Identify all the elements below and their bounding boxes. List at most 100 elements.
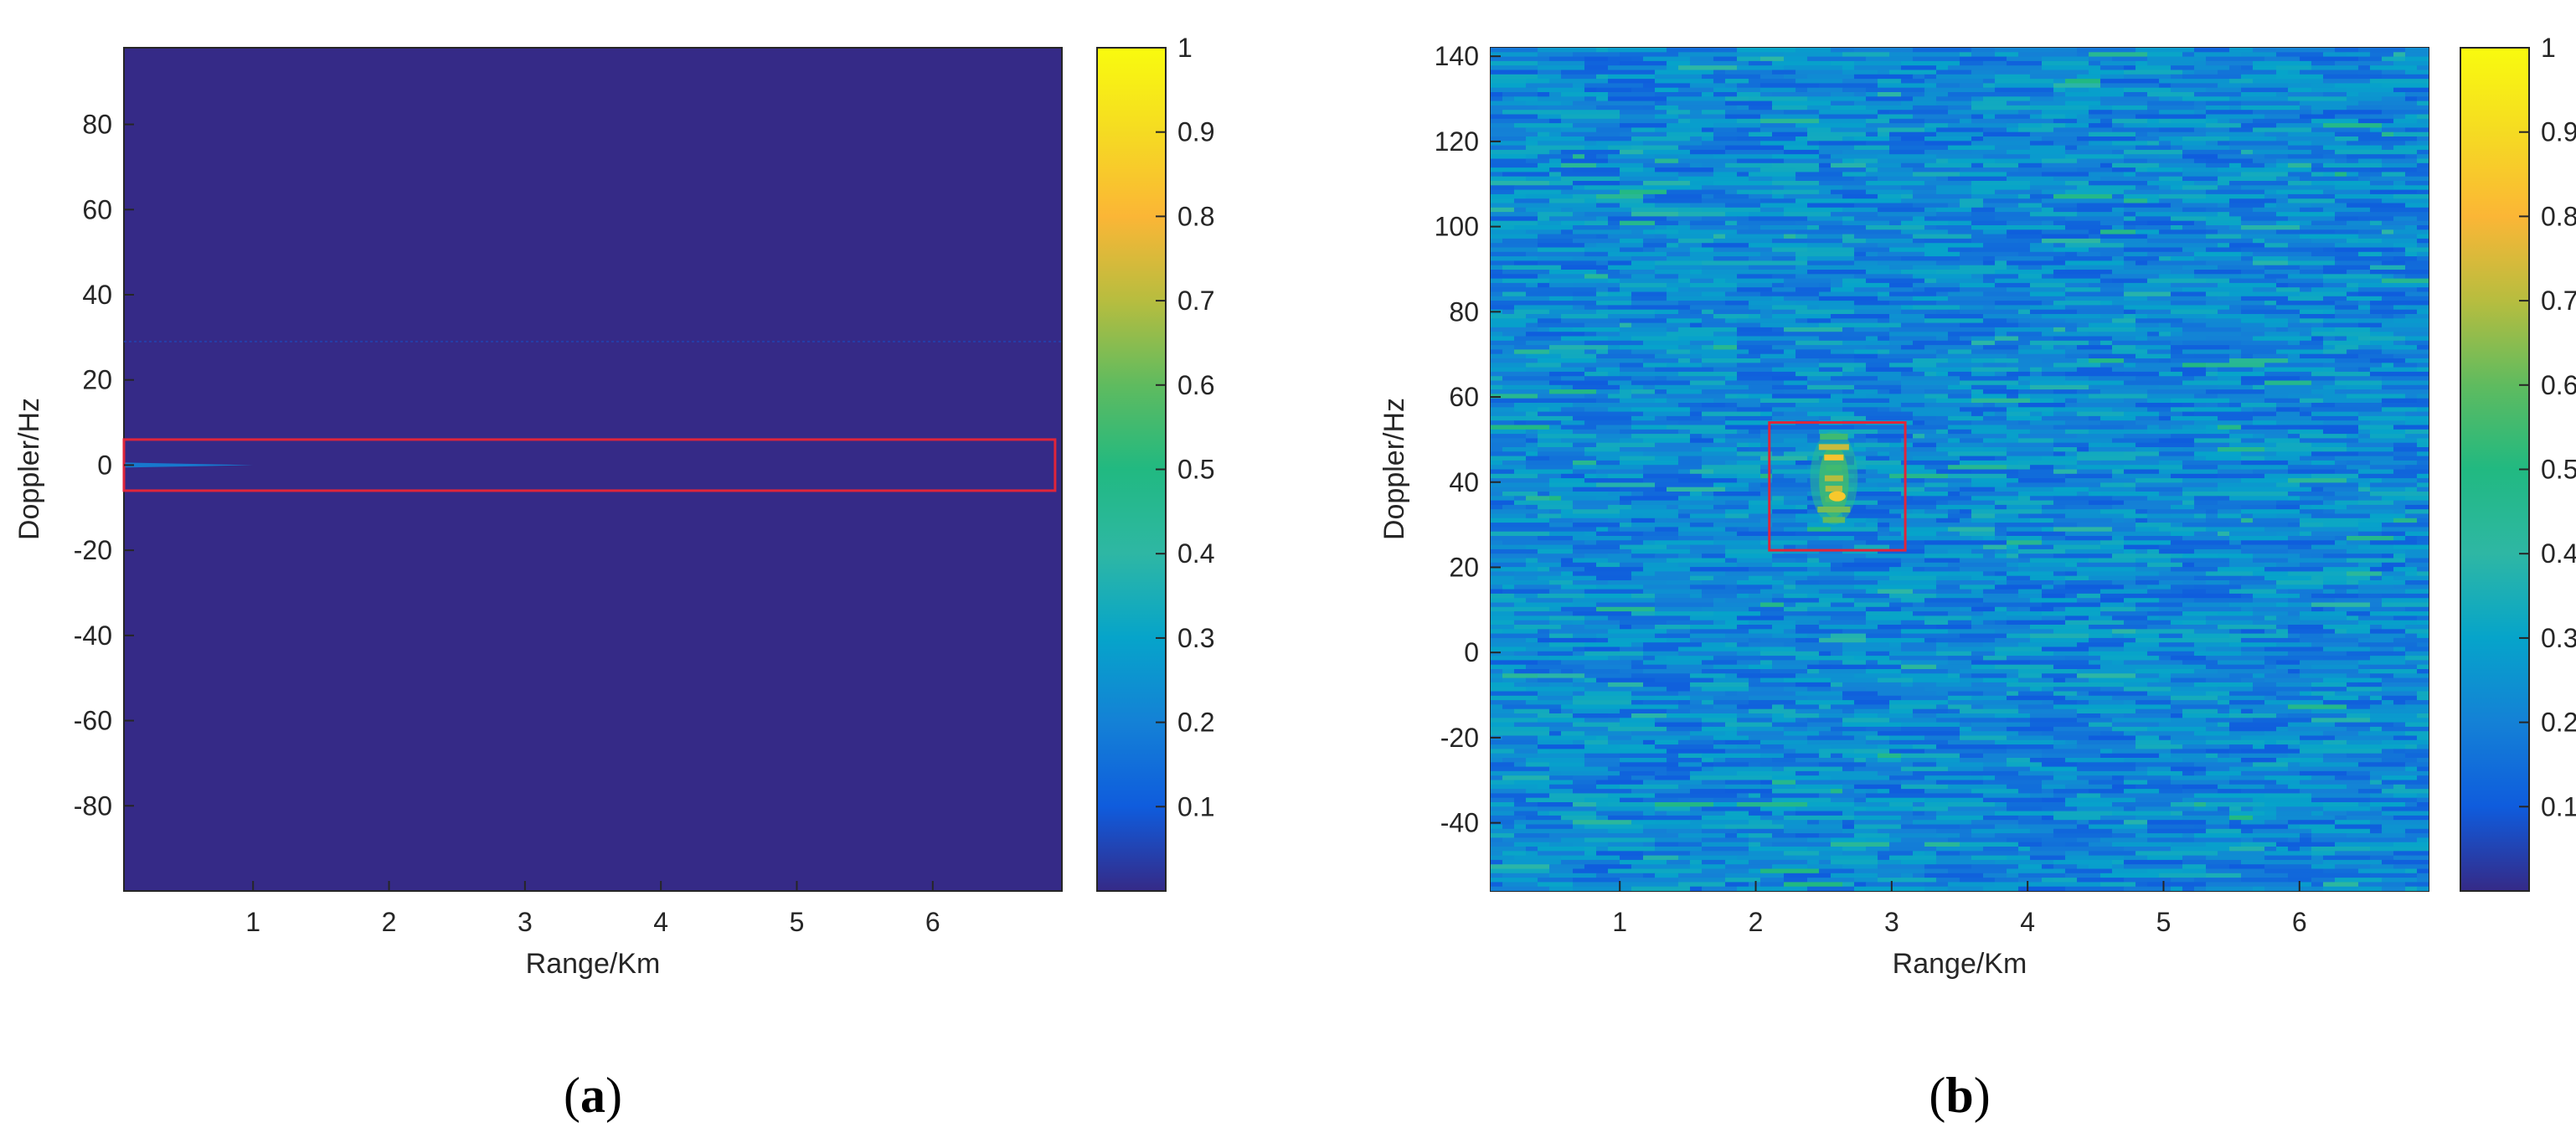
noise-cell (1960, 633, 2007, 639)
noise-cell (1713, 398, 1761, 404)
noise-cell (2053, 811, 2113, 816)
noise-cell (1737, 403, 1761, 408)
noise-cell (2358, 531, 2383, 537)
noise-cell (1702, 718, 1738, 723)
noise-cell (2077, 695, 2113, 701)
noise-cell (2405, 802, 2418, 807)
noise-cell (2182, 74, 2242, 80)
noise-cell (2171, 513, 2195, 519)
noise-cell (2147, 100, 2195, 106)
noise-cell (1960, 758, 2007, 763)
noise-cell (1573, 775, 1609, 781)
noise-cell (1655, 593, 1691, 599)
noise-cell (2077, 322, 2089, 328)
noise-cell (2194, 824, 2207, 830)
noise-cell (1502, 664, 1527, 670)
noise-cell (2311, 336, 2324, 342)
noise-cell (2311, 602, 2371, 608)
noise-cell (1702, 415, 1726, 421)
noise-cell (1526, 314, 1562, 319)
noise-cell (1549, 380, 1609, 386)
noise-cell (2124, 602, 2136, 608)
noise-cell (1807, 411, 1855, 417)
noise-cell (1702, 842, 1749, 847)
noise-cell (1784, 363, 1820, 368)
noise-cell (1831, 162, 1867, 168)
noise-cell (1678, 176, 1703, 182)
noise-cell (2007, 806, 2043, 812)
colorbar-tick-label-a: 0.8 (1177, 201, 1214, 231)
noise-cell (2382, 398, 2418, 404)
noise-cell (2124, 398, 2148, 404)
noise-cell (2194, 251, 2242, 257)
noise-cell (1643, 167, 1656, 173)
noise-cell (1971, 193, 2019, 199)
noise-cell (2393, 193, 2429, 199)
noise-cell (1924, 540, 1960, 546)
colorbar-tick-label-a: 0.5 (1177, 455, 1214, 485)
noise-cell (2206, 824, 2230, 830)
noise-cell (1784, 811, 1796, 816)
noise-cell (1502, 376, 1562, 382)
noise-cell (2218, 181, 2230, 186)
noise-cell (1901, 780, 1937, 785)
noise-cell (1842, 172, 1867, 178)
noise-cell (1502, 504, 1527, 510)
noise-cell (2276, 695, 2324, 701)
noise-cell (2382, 74, 2429, 80)
noise-cell (1655, 793, 1691, 799)
noise-cell (1784, 704, 1820, 710)
noise-cell (2124, 682, 2148, 687)
noise-cell (2382, 229, 2394, 235)
noise-cell (2136, 145, 2172, 151)
noise-cell (1784, 282, 1820, 288)
noise-cell (1936, 270, 1996, 275)
noise-cell (2042, 265, 2066, 270)
noise-cell (2206, 802, 2265, 807)
noise-cell (1936, 429, 1949, 435)
noise-cell (1526, 847, 1538, 852)
noise-cell (1854, 411, 1914, 417)
noise-cell (1678, 646, 1703, 652)
noise-cell (1983, 229, 2007, 235)
noise-cell (2030, 291, 2066, 297)
noise-cell (1561, 336, 1609, 342)
noise-cell (1842, 544, 1855, 550)
noise-cell (1936, 301, 1996, 306)
noise-cell (2300, 100, 2359, 106)
noise-cell (2417, 442, 2429, 448)
noise-cell (1725, 403, 1738, 408)
noise-cell (2300, 523, 2324, 528)
noise-cell (1713, 496, 1773, 502)
noise-cell (2030, 100, 2066, 106)
noise-cell (2194, 833, 2242, 838)
noise-cell (1584, 691, 1632, 697)
noise-cell (2007, 407, 2031, 413)
noise-cell (2124, 203, 2172, 209)
noise-cell (1631, 735, 1691, 741)
noise-cell (2253, 60, 2312, 66)
noise-cell (1491, 811, 1515, 816)
noise-cell (1608, 775, 1632, 781)
noise-cell (2136, 797, 2183, 803)
noise-cell (1725, 415, 1773, 421)
noise-cell (1831, 154, 1878, 160)
noise-cell (2018, 469, 2054, 475)
noise-cell (1690, 380, 1726, 386)
noise-cell (2182, 460, 2242, 466)
noise-cell (2136, 708, 2183, 714)
noise-cell (1491, 770, 1550, 776)
noise-cell (2405, 784, 2429, 790)
noise-cell (1971, 336, 1996, 342)
noise-cell (2053, 447, 2078, 452)
noise-cell (2018, 52, 2078, 58)
noise-cell (2323, 802, 2347, 807)
noise-cell (1807, 820, 1820, 826)
noise-cell (2053, 118, 2078, 124)
noise-cell (1655, 606, 1703, 612)
noise-cell (2042, 65, 2101, 71)
noise-cell (2358, 65, 2371, 71)
noise-cell (2311, 513, 2371, 519)
noise-cell (1655, 127, 1703, 133)
noise-cell (1807, 247, 1855, 253)
